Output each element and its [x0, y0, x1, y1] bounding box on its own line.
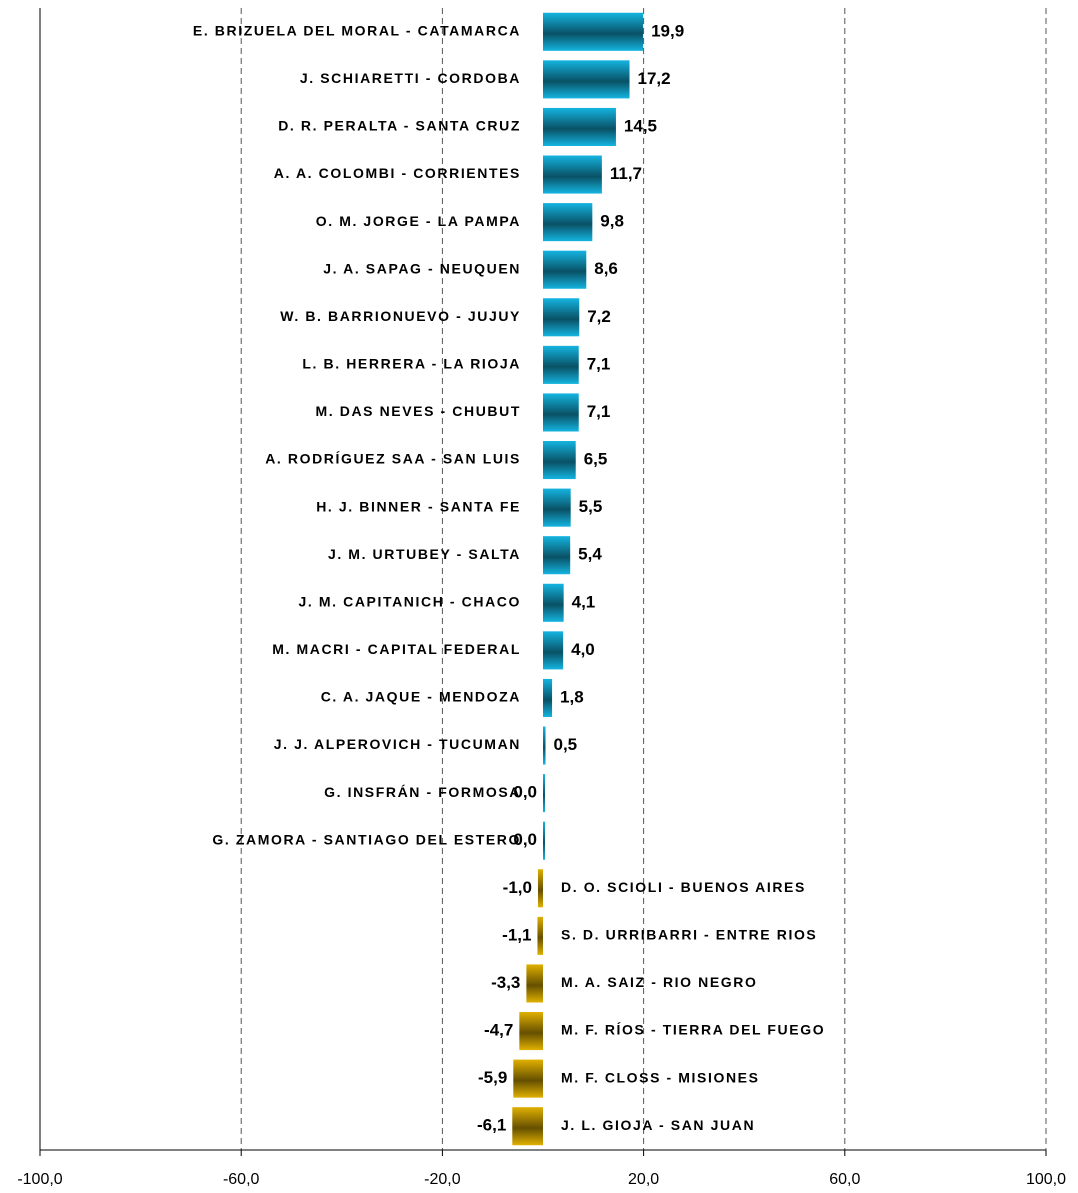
value-label: 1,8: [560, 687, 584, 706]
category-label: J. SCHIARETTI - CORDOBA: [300, 70, 521, 86]
category-label: M. MACRI - CAPITAL FEDERAL: [272, 641, 521, 657]
bar-shade: [543, 107, 616, 146]
category-label: J. L. GIOJA - SAN JUAN: [561, 1117, 755, 1133]
bar-shade: [543, 441, 576, 480]
bar-shade: [512, 1107, 543, 1146]
value-label: -5,9: [478, 1068, 507, 1087]
value-label: -6,1: [477, 1116, 506, 1135]
x-tick-label: 20,0: [628, 1171, 659, 1188]
value-label: 9,8: [600, 212, 624, 231]
category-label: G. ZAMORA - SANTIAGO DEL ESTERO: [212, 831, 521, 847]
bar-shade: [543, 155, 602, 194]
category-label: J. M. URTUBEY - SALTA: [328, 546, 521, 562]
x-tick-label: 100,0: [1026, 1171, 1066, 1188]
value-label: 7,1: [587, 402, 611, 421]
value-label: 7,1: [587, 354, 611, 373]
value-label: 14,5: [624, 116, 657, 135]
bar-shade: [543, 631, 564, 670]
bar-shade: [543, 345, 579, 384]
category-label: M. F. RÍOS - TIERRA DEL FUEGO: [561, 1022, 825, 1038]
bar-shade: [543, 678, 553, 717]
value-label: 17,2: [638, 69, 671, 88]
category-label: H. J. BINNER - SANTA FE: [316, 498, 521, 514]
bar-shade: [543, 203, 593, 242]
category-label: M. F. CLOSS - MISIONES: [561, 1069, 760, 1085]
category-label: A. RODRÍGUEZ SAA - SAN LUIS: [265, 451, 521, 467]
category-label: C. A. JAQUE - MENDOZA: [321, 689, 521, 705]
bar-shade: [543, 821, 545, 860]
category-label: G. INSFRÁN - FORMOSA: [324, 784, 521, 800]
category-label: M. A. SAIZ - RIO NEGRO: [561, 974, 757, 990]
category-label: J. A. SAPAG - NEUQUEN: [323, 260, 521, 276]
value-label: -3,3: [491, 973, 520, 992]
value-label: 4,1: [572, 592, 596, 611]
category-label: M. DAS NEVES - CHUBUT: [316, 403, 522, 419]
value-label: 7,2: [587, 307, 611, 326]
bar-shade: [543, 298, 580, 337]
bar-shade: [543, 12, 644, 51]
value-label: 8,6: [594, 259, 618, 278]
x-tick-label: 60,0: [829, 1171, 860, 1188]
value-label: 11,7: [610, 164, 642, 183]
bar-shade: [543, 726, 546, 765]
bar-shade: [519, 1012, 543, 1051]
bar-shade: [543, 60, 630, 99]
category-label: W. B. BARRIONUEVO - JUJUY: [280, 308, 521, 324]
x-tick-label: -60,0: [223, 1171, 260, 1188]
bar-shade: [543, 488, 571, 527]
value-label: -1,1: [502, 925, 531, 944]
value-label: 0,0: [513, 783, 537, 802]
bar-shade: [526, 964, 543, 1003]
category-label: L. B. HERRERA - LA RIOJA: [302, 356, 521, 372]
bar-shade: [543, 393, 579, 432]
bar-shade: [513, 1059, 543, 1098]
value-label: -1,0: [503, 878, 532, 897]
category-label: J. J. ALPEROVICH - TUCUMAN: [274, 736, 521, 752]
value-label: 19,9: [651, 21, 684, 40]
category-label: S. D. URRIBARRI - ENTRE RIOS: [561, 927, 817, 943]
value-label: 0,5: [554, 735, 578, 754]
value-label: 5,4: [578, 545, 602, 564]
category-label: E. BRIZUELA DEL MORAL - CATAMARCA: [193, 22, 521, 38]
value-label: 6,5: [584, 450, 608, 469]
category-label: D. R. PERALTA - SANTA CRUZ: [278, 118, 521, 134]
bar-shade: [537, 869, 543, 908]
category-label: D. O. SCIOLI - BUENOS AIRES: [561, 879, 806, 895]
value-label: 0,0: [513, 830, 537, 849]
x-tick-label: -100,0: [17, 1171, 62, 1188]
category-label: J. M. CAPITANICH - CHACO: [299, 593, 521, 609]
bar-shade: [543, 774, 545, 813]
bar-shade: [537, 916, 543, 955]
bar-shade: [543, 250, 587, 289]
value-label: -4,7: [484, 1021, 513, 1040]
x-tick-label: -20,0: [424, 1171, 461, 1188]
category-label: O. M. JORGE - LA PAMPA: [316, 213, 521, 229]
category-label: A. A. COLOMBI - CORRIENTES: [274, 165, 521, 181]
value-label: 4,0: [571, 640, 595, 659]
bar-shade: [543, 583, 564, 622]
bar-shade: [543, 536, 571, 575]
value-label: 5,5: [579, 497, 603, 516]
